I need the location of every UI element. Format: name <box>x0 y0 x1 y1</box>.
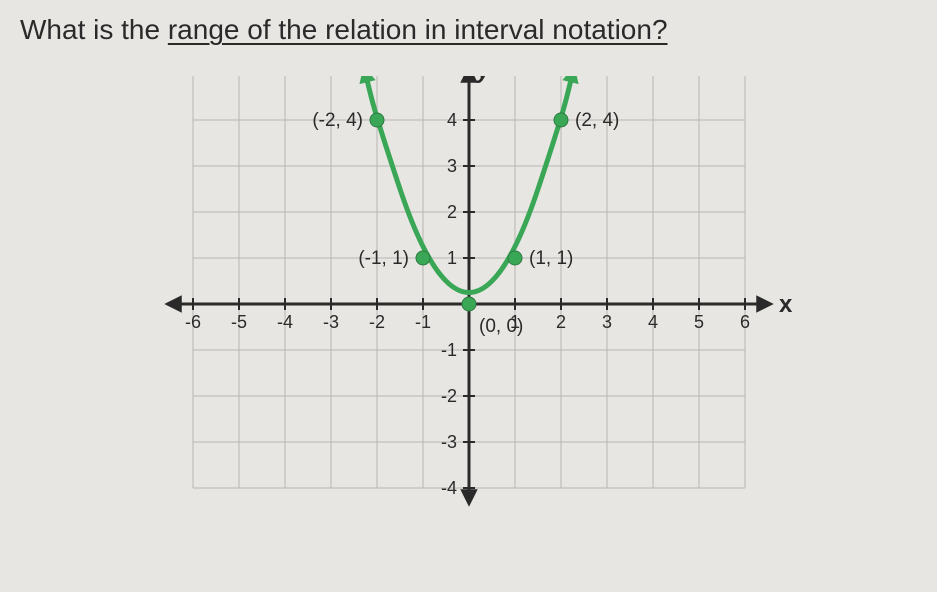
svg-text:-1: -1 <box>414 312 430 332</box>
svg-text:2: 2 <box>446 202 456 222</box>
svg-text:1: 1 <box>446 248 456 268</box>
svg-text:-4: -4 <box>440 478 456 498</box>
svg-text:4: 4 <box>446 110 456 130</box>
svg-text:-1: -1 <box>440 340 456 360</box>
svg-text:(-2, 4): (-2, 4) <box>312 110 363 131</box>
graph-svg: -6-5-4-3-2-1123456-4-3-2-11234yx(-2, 4)(… <box>119 76 819 556</box>
question-prefix: What is the <box>20 14 168 45</box>
svg-text:y: y <box>476 76 492 84</box>
svg-text:-6: -6 <box>184 312 200 332</box>
svg-text:-2: -2 <box>368 312 384 332</box>
svg-text:(0, 0): (0, 0) <box>479 316 523 337</box>
svg-text:-5: -5 <box>230 312 246 332</box>
svg-text:4: 4 <box>647 312 657 332</box>
question-underlined: range of the relation in interval notati… <box>168 14 668 45</box>
svg-text:(1, 1): (1, 1) <box>529 248 573 269</box>
svg-text:-4: -4 <box>276 312 292 332</box>
svg-text:5: 5 <box>693 312 703 332</box>
svg-text:-3: -3 <box>440 432 456 452</box>
svg-text:(2, 4): (2, 4) <box>575 110 619 131</box>
svg-text:6: 6 <box>739 312 749 332</box>
svg-text:3: 3 <box>446 156 456 176</box>
svg-text:x: x <box>779 291 793 318</box>
svg-text:3: 3 <box>601 312 611 332</box>
svg-text:(-1, 1): (-1, 1) <box>358 248 409 269</box>
page: What is the range of the relation in int… <box>0 0 937 592</box>
svg-text:2: 2 <box>555 312 565 332</box>
svg-text:-2: -2 <box>440 386 456 406</box>
chart-container: -6-5-4-3-2-1123456-4-3-2-11234yx(-2, 4)(… <box>119 76 819 556</box>
question-text: What is the range of the relation in int… <box>20 14 917 46</box>
svg-text:-3: -3 <box>322 312 338 332</box>
